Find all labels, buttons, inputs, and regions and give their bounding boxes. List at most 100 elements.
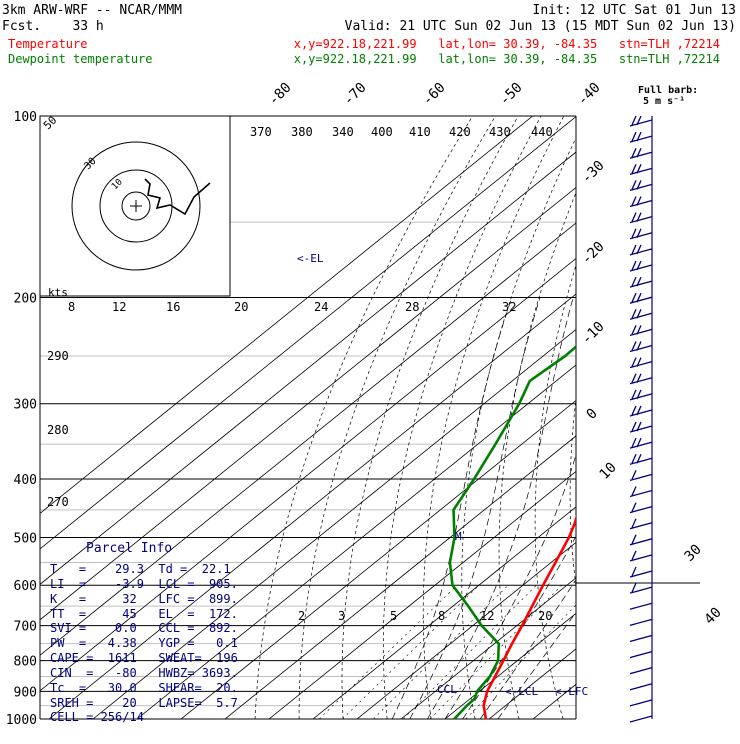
wet-bulb-label: 24 [314,300,328,314]
wet-bulb-label: 32 [502,300,516,314]
isotherm-label: -70 [341,80,370,109]
wind-barb-staff [630,684,652,690]
mixing-ratio-label: 8 [438,609,445,623]
dry-adiabat [299,116,495,719]
hodograph [40,116,230,296]
wind-barb-feather [632,325,636,334]
wind-barb [630,309,652,319]
moist-adiabat [480,298,715,720]
temperature-profile [484,116,740,719]
parcel-row: T = 29.3 Td = 22.1 [50,562,231,576]
pressure-tick-label: 100 [14,110,37,125]
wind-barb-feather [632,551,636,560]
wind-barb-feather [632,309,636,318]
pressure-tick-label: 400 [14,473,37,488]
parcel-row: SREH = 20 LAPSE= 5.7 [50,696,238,710]
wind-barb-feather [632,535,636,544]
wind-barb-feather [632,390,636,399]
wind-barb-feather [632,180,636,189]
wind-barb [630,700,652,706]
theta-label: 430 [489,125,511,139]
mixing-ratio-label: 12 [480,609,494,623]
dry-adiabat [535,116,632,719]
temperature-legend-info: x,y=922.18,221.99 lat,lon= 30.39, -84.35… [294,37,720,51]
dry-adiabat [637,116,701,719]
wind-barb [630,342,652,352]
dry-adiabat [255,116,473,719]
wind-barb-feather [632,293,636,302]
theta-label: 420 [449,125,471,139]
isotherm-line [357,116,740,719]
barb-legend-line2: 5 m s⁻¹ [643,96,685,107]
wind-barb-feather [632,261,636,270]
wind-barb [630,390,652,400]
wind-barb [630,132,652,142]
wind-barb-feather [632,132,636,141]
parcel-row: PW = 4.38 YGP = 0.1 [50,636,238,650]
wind-barb [630,438,652,448]
wind-barb [630,229,652,239]
wind-barb-staff [630,700,652,706]
parcel-info-panel: Parcel Info T = 29.3 Td = 22.1 LI = -3.9… [50,541,238,724]
wind-barb-feather [632,519,636,528]
moist-adiabat [410,298,540,720]
wind-barb [630,454,652,464]
wind-barb [630,374,652,384]
wind-barb [630,684,652,690]
theta-label: 440 [531,125,553,139]
wind-barb-feather [632,422,636,431]
wind-barb-feather [632,358,636,367]
wind-barb [630,325,652,335]
mixing-ratio-label: 3 [338,609,345,623]
model-title: 3km ARW-WRF -- NCAR/MMM [2,3,182,18]
wind-barb [630,503,652,513]
isotherm-label: -30 [579,158,608,187]
wind-barb-staff [630,635,652,641]
wind-barb [630,293,652,303]
isotherm-label: -40 [575,80,604,109]
dry-adiabat [669,116,739,719]
wind-barb [630,635,652,641]
wind-barb [630,358,652,368]
wind-barb-feather [632,148,636,157]
parcel-row: Tc = 30.0 SHEAR= 20. [50,681,238,695]
isotherm-line [577,116,740,719]
el-marker: <-EL [297,252,324,265]
dewpoint-profile [450,116,722,719]
wind-barb [630,148,652,158]
wind-barb [630,164,652,174]
dry-adiabat [604,116,678,719]
wind-barb-feather [632,503,636,512]
wind-barb [630,486,652,496]
pressure-tick-label: 900 [14,685,37,700]
dry-adiabat [731,116,740,719]
wet-bulb-label: 28 [405,300,419,314]
wind-barb-feather [632,567,636,576]
isotherm-label: 10 [597,460,620,483]
m-marker: M [455,530,462,543]
dewpoint-legend-info: x,y=922.18,221.99 lat,lon= 30.39, -84.35… [294,52,720,66]
mixing-ratio-label: 2 [298,609,305,623]
wind-barb-feather [632,116,636,125]
forecast-hour: Fcst. 33 h [2,19,104,34]
wind-barb-feather [632,277,636,286]
dry-adiabat [342,116,518,719]
wind-barb [630,422,652,432]
wind-barb-staff [630,603,652,609]
pressure-tick-label: 200 [14,292,37,307]
parcel-row: K = 32 LFC = 899. [50,592,238,606]
dry-adiabat [570,116,655,719]
wind-barb-feather [632,438,636,447]
wind-barb-staff [630,619,652,625]
wind-barb [630,668,652,674]
isotherm-label: -60 [420,80,449,109]
wind-barb [630,652,652,658]
isotherm-label: 40 [702,605,725,628]
wet-bulb-label: 8 [68,300,75,314]
theta-label: 410 [409,125,431,139]
wet-bulb-label: 16 [166,300,180,314]
isotherm-label: -50 [497,80,526,109]
isotherm-label: 30 [682,542,705,565]
